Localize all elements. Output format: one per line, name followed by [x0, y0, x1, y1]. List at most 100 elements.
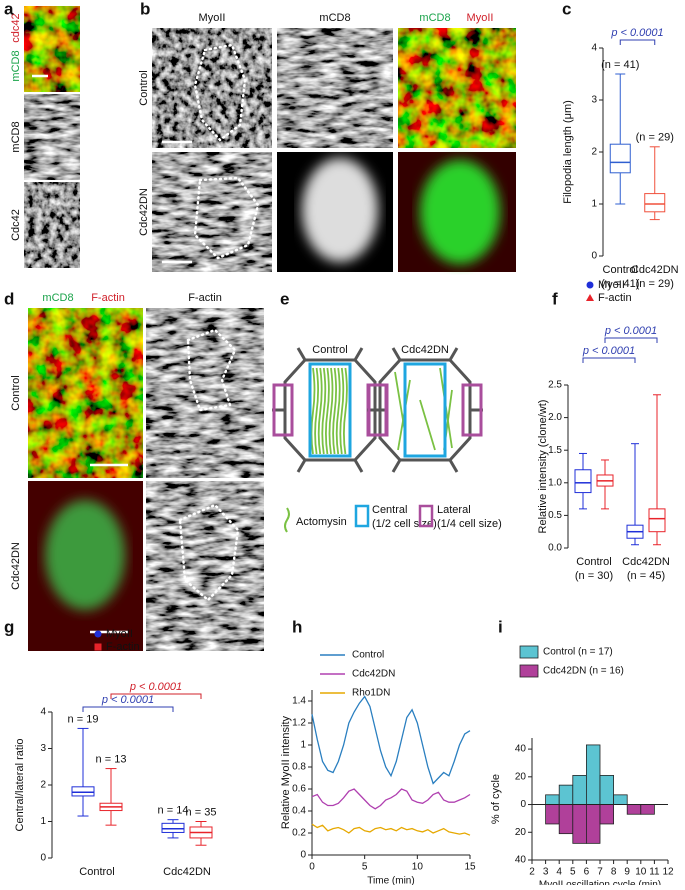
annotation: p < 0.0001 [101, 694, 154, 706]
y-tick-label: 2.5 [548, 380, 562, 391]
image [28, 308, 143, 478]
n-label: n = 35 [186, 806, 217, 818]
y-tick-label: 4 [40, 707, 46, 718]
legend-swatch [519, 645, 539, 659]
bar [545, 794, 560, 805]
cell-junction [448, 459, 459, 473]
image [277, 28, 393, 148]
cell-junction [353, 459, 364, 473]
legend-label: F-actin [598, 292, 632, 304]
column-header: mCD8 [319, 12, 350, 24]
x-tick-label: 8 [611, 867, 617, 878]
actomyosin [317, 367, 323, 455]
column-header: mCD8 [42, 292, 73, 304]
micrographs-b [152, 28, 516, 272]
column-header: F-actin [188, 292, 222, 304]
bar [586, 804, 601, 844]
n-label: n = 13 [96, 753, 127, 765]
n-label: n = 14 [158, 805, 189, 817]
legend-swatch [519, 664, 539, 678]
bar [558, 804, 574, 835]
annotation: p < 0.0001 [604, 325, 657, 337]
actomyosin [335, 367, 341, 455]
row-label: Cdc42DN [10, 542, 22, 590]
legend-marker [94, 630, 102, 638]
legend-label: Control (n = 17) [543, 647, 613, 658]
y-tick-label: 1 [300, 740, 306, 751]
series-line [311, 788, 471, 810]
x-tick-label: Control [603, 264, 638, 276]
image [146, 481, 264, 651]
x-tick-label: Cdc42DN [622, 556, 670, 568]
panel-label: a [4, 0, 14, 18]
x-tick-label: 4 [556, 867, 562, 878]
bar [640, 804, 655, 815]
y-axis-title: % of cycle [490, 774, 502, 824]
annotation: p < 0.0001 [582, 345, 635, 357]
cell-junction [296, 347, 307, 361]
y-tick-label: 1 [40, 816, 46, 827]
legend-symbol [354, 504, 370, 528]
significance-bracket [604, 337, 658, 343]
column-header: mCD8 [419, 12, 450, 24]
x-tick-label: 11 [649, 867, 660, 878]
outline [193, 43, 247, 142]
image-label: mCD8 [10, 121, 22, 152]
panel-label: i [498, 617, 503, 636]
cell-blob [420, 160, 500, 264]
legend-marker [94, 643, 102, 651]
x-tick-label: 10 [635, 867, 647, 878]
column-header: MyoII [467, 12, 494, 24]
x-tick-label: Control [576, 556, 611, 568]
legend-label: Cdc42DN [352, 669, 395, 680]
panel-label: e [280, 289, 289, 308]
legend-label: (1/2 cell size) [372, 518, 437, 530]
x-tick-label: 0 [309, 862, 315, 873]
legend-symbol [284, 507, 290, 533]
y-tick-label: 1.5 [548, 445, 562, 456]
bar [599, 775, 615, 805]
y-tick-label: 0.4 [292, 806, 306, 817]
micrographs-a [24, 6, 80, 268]
panel-label: f [552, 289, 558, 308]
legend-label: Lateral [437, 504, 471, 516]
diagram-label: Control [312, 344, 347, 356]
y-axis-title: Relative intensity (clone/wt) [537, 400, 549, 534]
bar [599, 804, 615, 825]
cell-junction [391, 459, 402, 473]
box [644, 193, 666, 213]
box [161, 822, 185, 833]
y-tick-label: 1.2 [292, 718, 306, 729]
x-tick-label: 9 [624, 867, 630, 878]
cell-junction [448, 347, 459, 361]
legend-label: Central [372, 504, 407, 516]
panel-label: b [140, 0, 150, 18]
lateral-region [367, 383, 389, 437]
x-axis-title: Time (min) [367, 876, 414, 885]
image-label: mCD8 [10, 50, 22, 81]
y-tick-label: 0.0 [548, 543, 562, 554]
box [648, 508, 666, 533]
y-tick-label: 3 [591, 95, 597, 106]
bar [545, 804, 560, 825]
box [574, 469, 592, 494]
legend-label: MyoII [106, 628, 133, 640]
cell-blob [45, 500, 125, 610]
lateral-region [461, 383, 483, 437]
significance-bracket [82, 706, 174, 712]
legend-label: Actomysin [296, 516, 347, 528]
micrographs-d [28, 308, 264, 651]
row-label: Cdc42DN [138, 188, 150, 236]
legend-marker [586, 294, 594, 301]
x-tick-label: Cdc42DN [631, 264, 679, 276]
y-tick-label: 1.0 [548, 477, 562, 488]
x-axis-title: MyoII oscillation cycle (min) [539, 880, 661, 885]
actomyosin [325, 367, 330, 455]
n-label: n = 19 [68, 713, 99, 725]
panel-label: h [292, 617, 302, 636]
x-tick-label: 12 [662, 867, 674, 878]
n-label: (n = 41) [601, 59, 639, 71]
legend-label: F-actin [106, 641, 140, 653]
y-tick-label: 0 [591, 251, 597, 262]
x-tick-label: 2 [529, 867, 535, 878]
